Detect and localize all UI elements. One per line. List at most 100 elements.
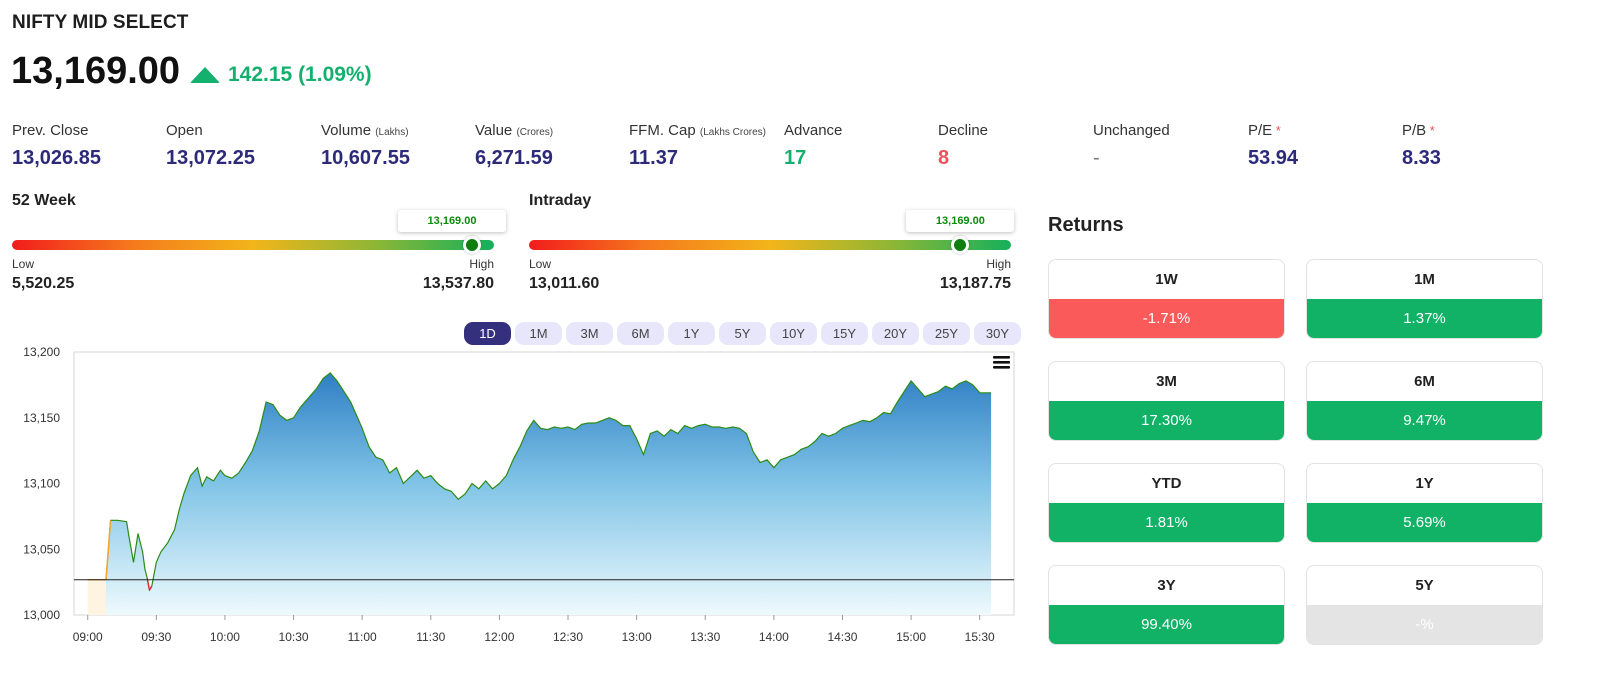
- stat-label-text: Decline: [938, 122, 989, 139]
- x-tick-label: 15:00: [896, 630, 926, 644]
- return-period-label: 5Y: [1415, 577, 1434, 594]
- stat-value: 11.37: [629, 147, 678, 169]
- hamburger-menu-icon[interactable]: [993, 356, 1010, 369]
- stat-unit: (Lakhs): [375, 127, 409, 138]
- stat-label: Prev. Close: [12, 122, 101, 139]
- period-button-10y[interactable]: 10Y: [770, 322, 817, 345]
- return-value: 5.69%: [1307, 503, 1542, 542]
- return-period-label: 1M: [1414, 271, 1435, 288]
- period-button-6m[interactable]: 6M: [617, 322, 664, 345]
- stat-volume: Volume (Lakhs) 10,607.55: [321, 122, 410, 170]
- return-value: 1.37%: [1307, 299, 1542, 338]
- return-value: 17.30%: [1049, 401, 1284, 440]
- return-value: -%: [1307, 605, 1542, 644]
- range-52-week: 52 Week 13,169.00 Low High 5,520.25 13,5…: [12, 192, 506, 297]
- return-period-label: 6M: [1414, 373, 1435, 390]
- period-button-5y[interactable]: 5Y: [719, 322, 766, 345]
- stat-value: 8.33: [1402, 147, 1441, 169]
- stat-value: 17: [784, 147, 807, 169]
- y-tick-label: 13,150: [23, 411, 60, 425]
- index-price: 13,169.00: [11, 50, 181, 92]
- stat-value: 13,026.85: [12, 147, 101, 169]
- stat-unchanged: Unchanged -: [1093, 122, 1170, 170]
- x-tick-label: 09:00: [73, 630, 103, 644]
- stat-label: P/E *: [1248, 122, 1298, 139]
- stat-unit: (Lakhs Crores): [699, 127, 766, 138]
- stat-label-text: Volume: [321, 122, 372, 139]
- return-period-label: 1W: [1155, 271, 1178, 288]
- x-tick-label: 13:00: [622, 630, 652, 644]
- x-tick-label: 12:30: [553, 630, 583, 644]
- index-title: NIFTY MID SELECT: [12, 12, 189, 33]
- return-card-1w: 1W -1.71%: [1048, 259, 1285, 339]
- stat-p-b: P/B * 8.33: [1402, 122, 1441, 170]
- stat-label: FFM. Cap (Lakhs Crores): [629, 122, 766, 139]
- price-change-value: 142.15 (1.09%): [228, 63, 372, 86]
- stat-label-text: Advance: [784, 122, 843, 139]
- range-intraday-marker: [951, 236, 970, 254]
- stat-label: Advance: [784, 122, 842, 139]
- period-selector: 1D 1M 3M 6M 1Y 5Y 10Y 15Y 20Y 25Y 30Y: [464, 322, 1021, 345]
- triangle-up-icon: [190, 67, 220, 83]
- return-value: -1.71%: [1049, 299, 1284, 338]
- return-card-3y: 3Y 99.40%: [1048, 565, 1285, 645]
- return-period-label: YTD: [1151, 475, 1182, 492]
- period-button-1d[interactable]: 1D: [464, 322, 511, 345]
- range-intraday-high-label: High: [986, 257, 1011, 271]
- stat-value: 53.94: [1248, 147, 1299, 169]
- x-tick-label: 14:00: [759, 630, 789, 644]
- menu-bar: [993, 356, 1010, 359]
- stat-label-text: Prev. Close: [12, 122, 89, 139]
- range-intraday-high: 13,187.75: [939, 275, 1011, 292]
- y-tick-label: 13,050: [23, 542, 60, 556]
- return-value: 9.47%: [1307, 401, 1542, 440]
- range-52-week-low-label: Low: [12, 257, 35, 271]
- preopen-area: [87, 579, 107, 615]
- x-tick-label: 13:30: [690, 630, 720, 644]
- return-card-5y: 5Y -%: [1306, 565, 1543, 645]
- stat-label: Volume (Lakhs): [321, 122, 410, 139]
- y-tick-label: 13,100: [23, 477, 60, 491]
- stats-row: Prev. Close 13,026.85 Open 13,072.25 Volume …: [12, 122, 1552, 182]
- stat-ffm-cap: FFM. Cap (Lakhs Crores) 11.37: [629, 122, 766, 170]
- return-period-label: 1Y: [1415, 475, 1434, 492]
- x-tick-label: 11:00: [348, 630, 377, 644]
- stat-open: Open 13,072.25: [166, 122, 255, 170]
- period-button-20y[interactable]: 20Y: [872, 322, 919, 345]
- stat-value: Value (Crores) 6,271.59: [475, 122, 553, 170]
- stat-advance: Advance 17: [784, 122, 842, 170]
- stat-p-e: P/E * 53.94: [1248, 122, 1298, 170]
- x-tick-label: 10:30: [279, 630, 309, 644]
- period-button-3m[interactable]: 3M: [566, 322, 613, 345]
- stat-label: Open: [166, 122, 255, 139]
- stat-value: 6,271.59: [475, 147, 553, 169]
- stat-decline: Decline 8: [938, 122, 988, 170]
- range-52-week-high-label: High: [469, 257, 494, 271]
- stat-label-text: P/B: [1402, 122, 1427, 139]
- period-button-1m[interactable]: 1M: [515, 322, 562, 345]
- period-button-15y[interactable]: 15Y: [821, 322, 868, 345]
- price-change: 142.15 (1.09%): [190, 63, 372, 87]
- period-button-1y[interactable]: 1Y: [668, 322, 715, 345]
- range-52-week-high: 13,537.80: [422, 275, 494, 292]
- y-tick-label: 13,200: [23, 345, 60, 359]
- return-card-ytd: YTD 1.81%: [1048, 463, 1285, 543]
- returns-title: Returns: [1048, 214, 1124, 236]
- period-button-25y[interactable]: 25Y: [923, 322, 970, 345]
- x-tick-label: 11:30: [416, 630, 445, 644]
- stat-label: Value (Crores): [475, 122, 553, 139]
- opening-jump-line: [105, 520, 112, 580]
- stat-label-text: Open: [166, 122, 203, 139]
- stat-label-text: FFM. Cap: [629, 122, 696, 139]
- stat-label-text: P/E: [1248, 122, 1273, 139]
- return-card-1m: 1M 1.37%: [1306, 259, 1543, 339]
- stat-unit: (Crores): [516, 127, 554, 138]
- range-intraday-low: 13,011.60: [529, 275, 600, 292]
- stat-value: 8: [938, 147, 950, 169]
- period-button-30y[interactable]: 30Y: [974, 322, 1021, 345]
- return-period-label: 3M: [1156, 373, 1177, 390]
- range-52-week-title: 52 Week: [12, 192, 76, 209]
- stat-value: -: [1093, 147, 1100, 169]
- intraday-chart[interactable]: 13,000 13,050 13,100 13,150 13,200 09:00 09:30…: [0, 342, 1025, 662]
- return-value: 99.40%: [1049, 605, 1284, 644]
